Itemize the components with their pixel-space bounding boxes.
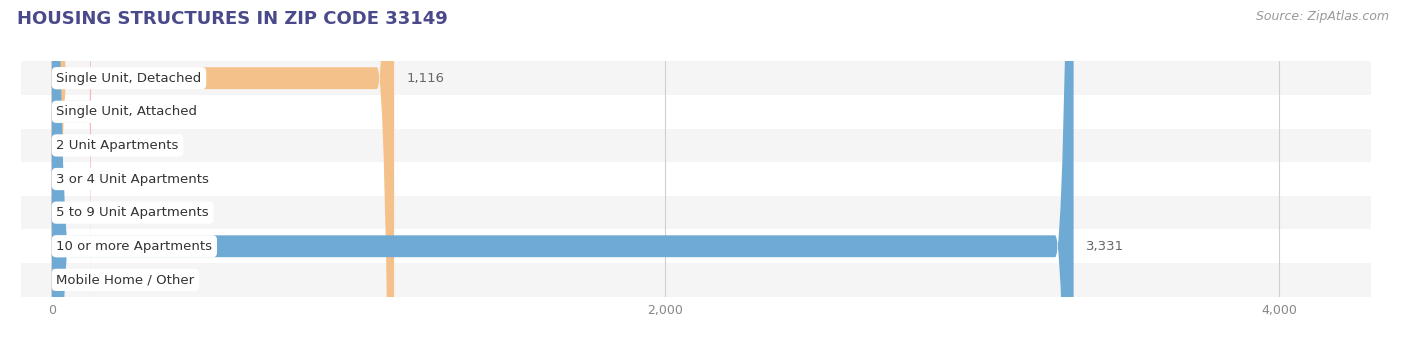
FancyBboxPatch shape — [52, 139, 60, 219]
Text: 10 or more Apartments: 10 or more Apartments — [56, 240, 212, 253]
Bar — [21, 129, 1371, 162]
Text: 3,331: 3,331 — [1085, 240, 1123, 253]
FancyBboxPatch shape — [52, 0, 91, 314]
Text: 3 or 4 Unit Apartments: 3 or 4 Unit Apartments — [56, 173, 209, 186]
Text: HOUSING STRUCTURES IN ZIP CODE 33149: HOUSING STRUCTURES IN ZIP CODE 33149 — [17, 10, 447, 28]
Text: 2: 2 — [65, 173, 73, 186]
Text: 5 to 9 Unit Apartments: 5 to 9 Unit Apartments — [56, 206, 209, 219]
Text: Source: ZipAtlas.com: Source: ZipAtlas.com — [1256, 10, 1389, 23]
Bar — [21, 95, 1371, 129]
Text: 127: 127 — [103, 105, 128, 118]
Bar — [21, 162, 1371, 196]
FancyBboxPatch shape — [52, 153, 65, 272]
Text: Mobile Home / Other: Mobile Home / Other — [56, 273, 194, 286]
Bar — [21, 196, 1371, 229]
FancyBboxPatch shape — [52, 232, 62, 328]
FancyBboxPatch shape — [52, 0, 1074, 341]
Text: Single Unit, Detached: Single Unit, Detached — [56, 72, 201, 85]
FancyBboxPatch shape — [52, 0, 394, 341]
Text: Single Unit, Attached: Single Unit, Attached — [56, 105, 197, 118]
Text: 23: 23 — [72, 139, 89, 152]
Bar — [21, 229, 1371, 263]
Text: 2 Unit Apartments: 2 Unit Apartments — [56, 139, 179, 152]
Text: 35: 35 — [75, 273, 91, 286]
FancyBboxPatch shape — [52, 106, 60, 185]
Bar — [21, 263, 1371, 297]
Text: 42: 42 — [77, 206, 94, 219]
Bar — [21, 61, 1371, 95]
Text: 1,116: 1,116 — [406, 72, 444, 85]
